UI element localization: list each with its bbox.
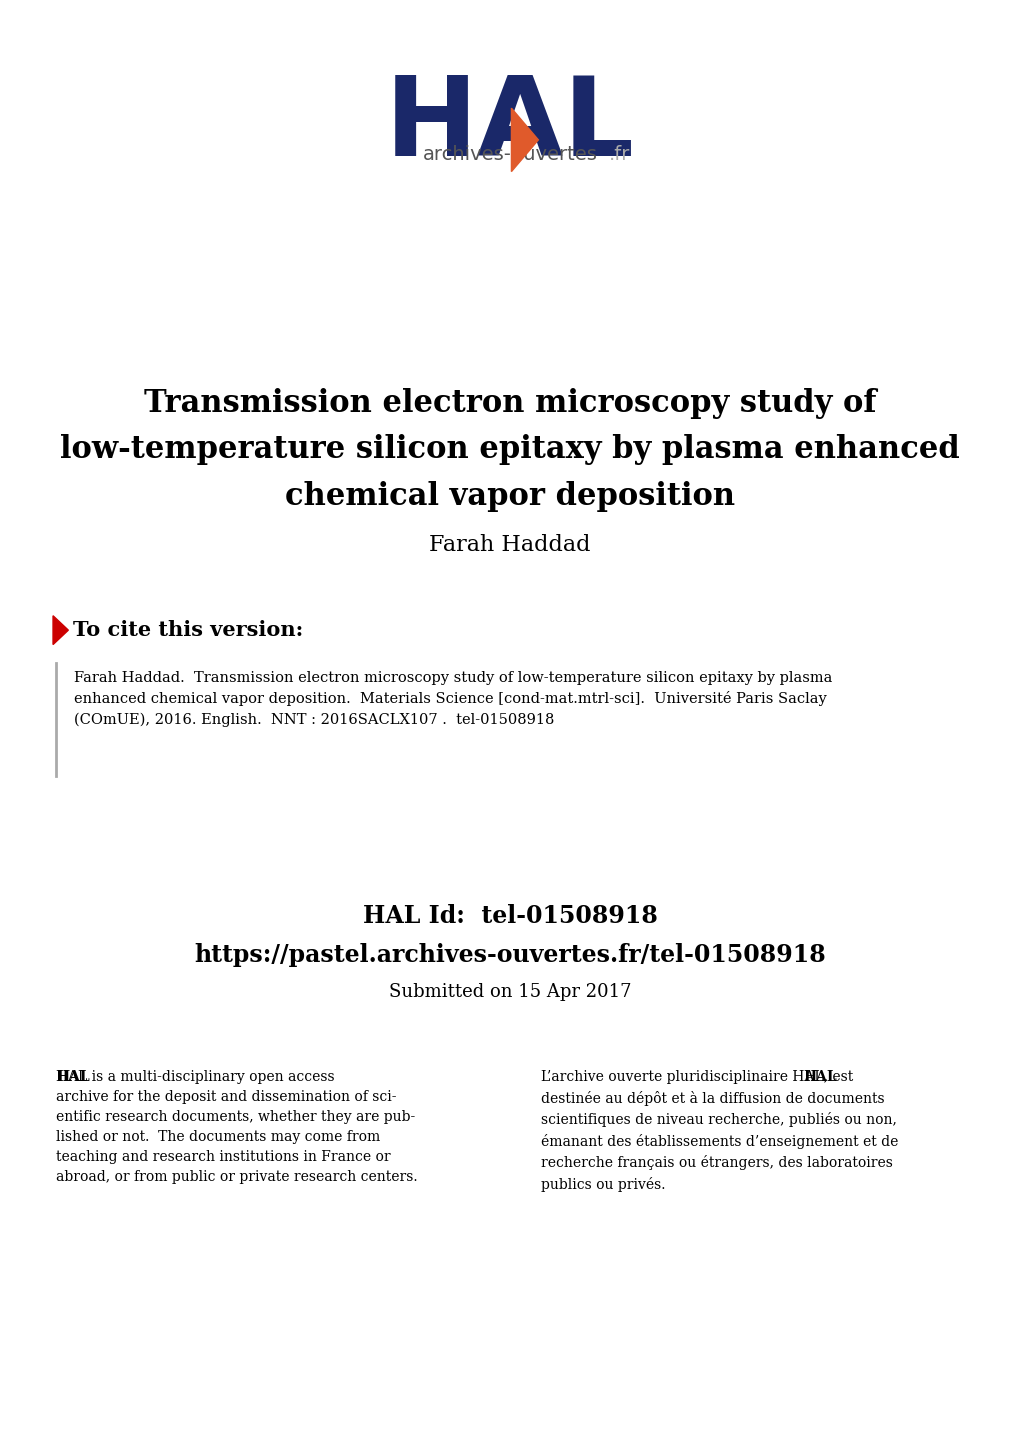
Polygon shape xyxy=(53,616,68,645)
Text: chemical vapor deposition: chemical vapor deposition xyxy=(284,480,735,512)
Text: .fr: .fr xyxy=(608,144,630,164)
Text: archives-ouvertes: archives-ouvertes xyxy=(422,144,597,164)
Text: low-temperature silicon epitaxy by plasma enhanced: low-temperature silicon epitaxy by plasm… xyxy=(60,434,959,466)
Text: HAL: HAL xyxy=(56,1070,90,1084)
Text: HAL is a multi-disciplinary open access
archive for the deposit and disseminatio: HAL is a multi-disciplinary open access … xyxy=(56,1070,418,1184)
Text: HAL Id:  tel-01508918: HAL Id: tel-01508918 xyxy=(362,904,657,927)
Text: To cite this version:: To cite this version: xyxy=(73,620,304,640)
Polygon shape xyxy=(511,108,538,172)
Text: HAL: HAL xyxy=(803,1070,837,1084)
Text: Farah Haddad.  Transmission electron microscopy study of low-temperature silicon: Farah Haddad. Transmission electron micr… xyxy=(74,671,833,727)
Text: HAL: HAL xyxy=(384,72,635,179)
Text: L’archive ouverte pluridisciplinaire HAL, est
destinée au dépôt et à la diffusio: L’archive ouverte pluridisciplinaire HAL… xyxy=(540,1070,897,1193)
Text: https://pastel.archives-ouvertes.fr/tel-01508918: https://pastel.archives-ouvertes.fr/tel-… xyxy=(194,943,825,966)
Text: Submitted on 15 Apr 2017: Submitted on 15 Apr 2017 xyxy=(388,983,631,1001)
Text: Transmission electron microscopy study of: Transmission electron microscopy study o… xyxy=(144,388,875,420)
Text: Farah Haddad: Farah Haddad xyxy=(429,534,590,557)
